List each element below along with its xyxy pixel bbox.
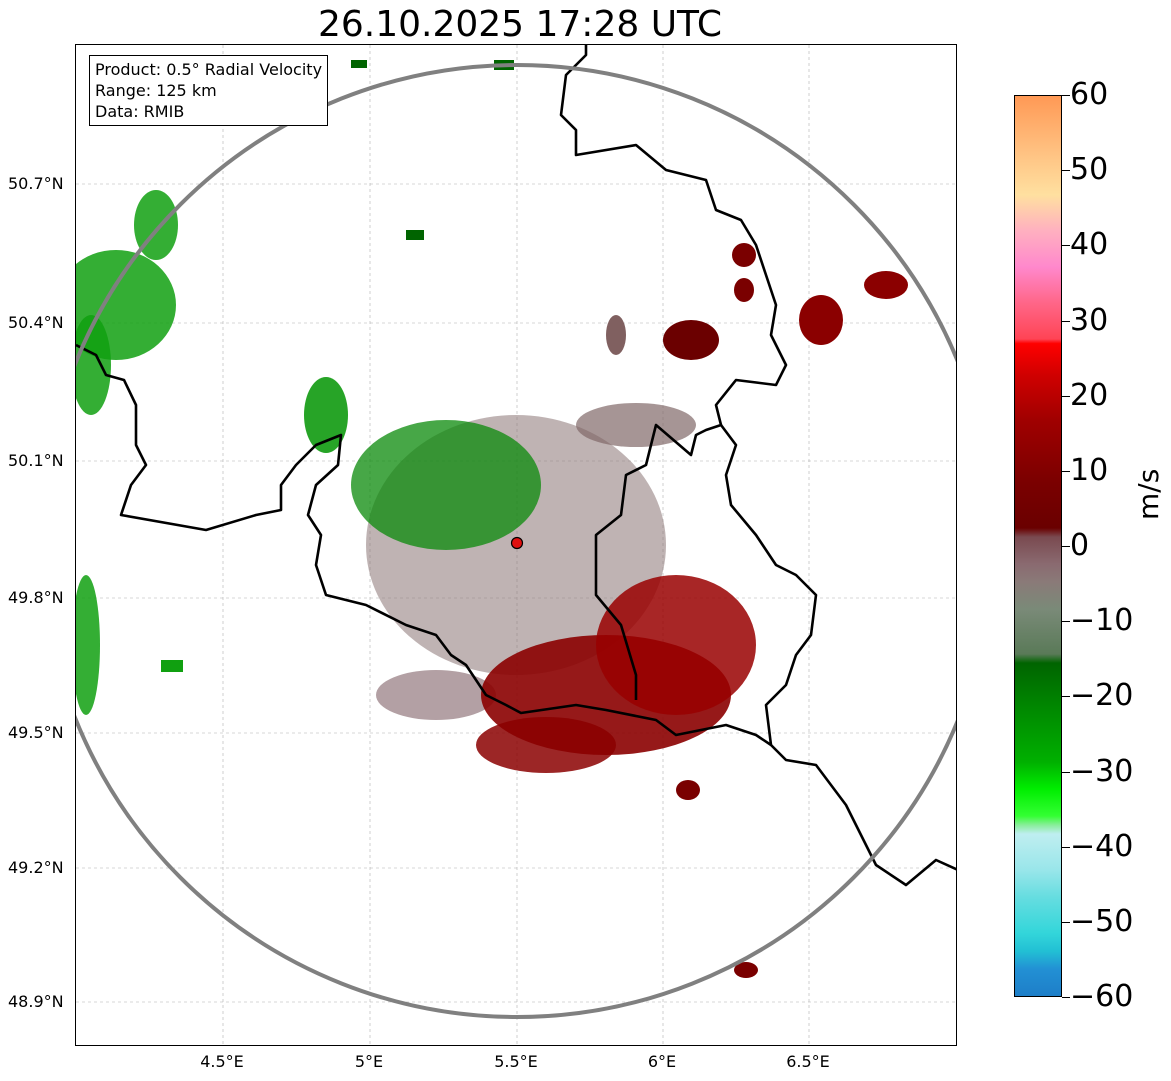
y-tick-label: 50.4°N <box>8 313 64 332</box>
colorbar-tick <box>1062 396 1070 397</box>
x-tick-label: 6°E <box>647 1052 677 1071</box>
range-ring <box>76 63 956 1019</box>
y-tick-label: 48.9°N <box>8 992 64 1011</box>
colorbar-tick <box>1062 772 1070 773</box>
colorbar-tick-label: 40 <box>1070 227 1109 262</box>
radar-map-canvas <box>76 45 956 1045</box>
colorbar-tick <box>1062 95 1070 96</box>
x-tick-label: 6.5°E <box>786 1052 830 1071</box>
y-tick-label: 50.7°N <box>8 174 64 193</box>
y-tick-label: 49.8°N <box>8 588 64 607</box>
data-source-label: Data: RMIB <box>95 102 185 121</box>
radar-site-marker[interactable] <box>510 536 524 550</box>
colorbar-tick <box>1062 546 1070 547</box>
colorbar-tick-label: 60 <box>1070 77 1109 112</box>
x-tick-label: 5°E <box>354 1052 384 1071</box>
colorbar-tick-label: −20 <box>1070 678 1134 713</box>
colorbar-tick <box>1062 922 1070 923</box>
country-borders <box>76 45 956 887</box>
colorbar-tick <box>1062 696 1070 697</box>
colorbar-tick <box>1062 170 1070 171</box>
map-title: 26.10.2025 17:28 UTC <box>317 4 723 45</box>
colorbar-tick <box>1062 847 1070 848</box>
colorbar-tick-label: 50 <box>1070 152 1109 187</box>
colorbar-tick-label: 10 <box>1070 453 1109 488</box>
colorbar-units-label: m/s <box>1132 468 1165 520</box>
colorbar-tick-label: −40 <box>1070 829 1134 864</box>
colorbar-tick-label: 0 <box>1070 528 1090 563</box>
echo-outbound <box>476 243 908 978</box>
colorbar-tick <box>1062 245 1070 246</box>
colorbar-tick <box>1062 621 1070 622</box>
radar-map[interactable] <box>75 44 957 1046</box>
colorbar-tick-label: −50 <box>1070 904 1134 939</box>
colorbar-tick-label: −60 <box>1070 979 1134 1014</box>
echo-inbound <box>76 60 541 715</box>
y-tick-label: 50.1°N <box>8 451 64 470</box>
colorbar-tick-label: 30 <box>1070 303 1109 338</box>
colorbar-tick-label: 20 <box>1070 378 1109 413</box>
colorbar-tick <box>1062 321 1070 322</box>
colorbar-tick-label: −10 <box>1070 603 1134 638</box>
colorbar-tick <box>1062 997 1070 998</box>
x-tick-label: 4.5°E <box>200 1052 244 1071</box>
product-info-box: Product: 0.5° Radial Velocity Range: 125… <box>89 55 329 126</box>
colorbar-tick <box>1062 471 1070 472</box>
colorbar <box>1014 95 1062 997</box>
product-label: Product: 0.5° Radial Velocity <box>95 60 323 79</box>
colorbar-tick-label: −30 <box>1070 754 1134 789</box>
range-label: Range: 125 km <box>95 81 217 100</box>
x-tick-label: 5.5°E <box>494 1052 538 1071</box>
y-tick-label: 49.5°N <box>8 723 64 742</box>
y-tick-label: 49.2°N <box>8 858 64 877</box>
